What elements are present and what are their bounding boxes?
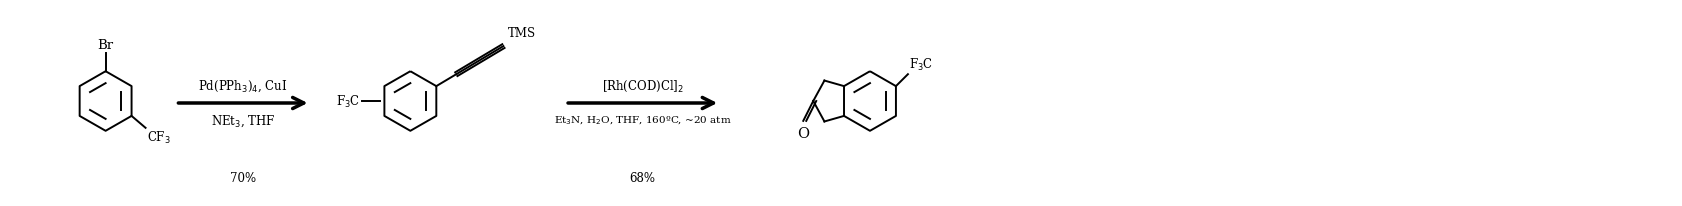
Text: F$_3$C: F$_3$C (336, 94, 360, 110)
Text: O: O (797, 126, 809, 140)
Text: Pd(PPh$_3$)$_4$, CuI: Pd(PPh$_3$)$_4$, CuI (198, 78, 288, 94)
Text: TMS: TMS (508, 26, 537, 39)
Text: NEt$_3$, THF: NEt$_3$, THF (210, 113, 276, 129)
Text: Br: Br (98, 39, 114, 52)
Text: Et$_3$N, H$_2$O, THF, 160ºC, ~20 atm: Et$_3$N, H$_2$O, THF, 160ºC, ~20 atm (553, 113, 732, 126)
Text: CF$_3$: CF$_3$ (146, 129, 170, 145)
Text: 70%: 70% (230, 171, 256, 184)
Text: [Rh(COD)Cl]$_2$: [Rh(COD)Cl]$_2$ (602, 78, 683, 94)
Text: F$_3$C: F$_3$C (908, 57, 934, 73)
Text: 68%: 68% (629, 171, 656, 184)
